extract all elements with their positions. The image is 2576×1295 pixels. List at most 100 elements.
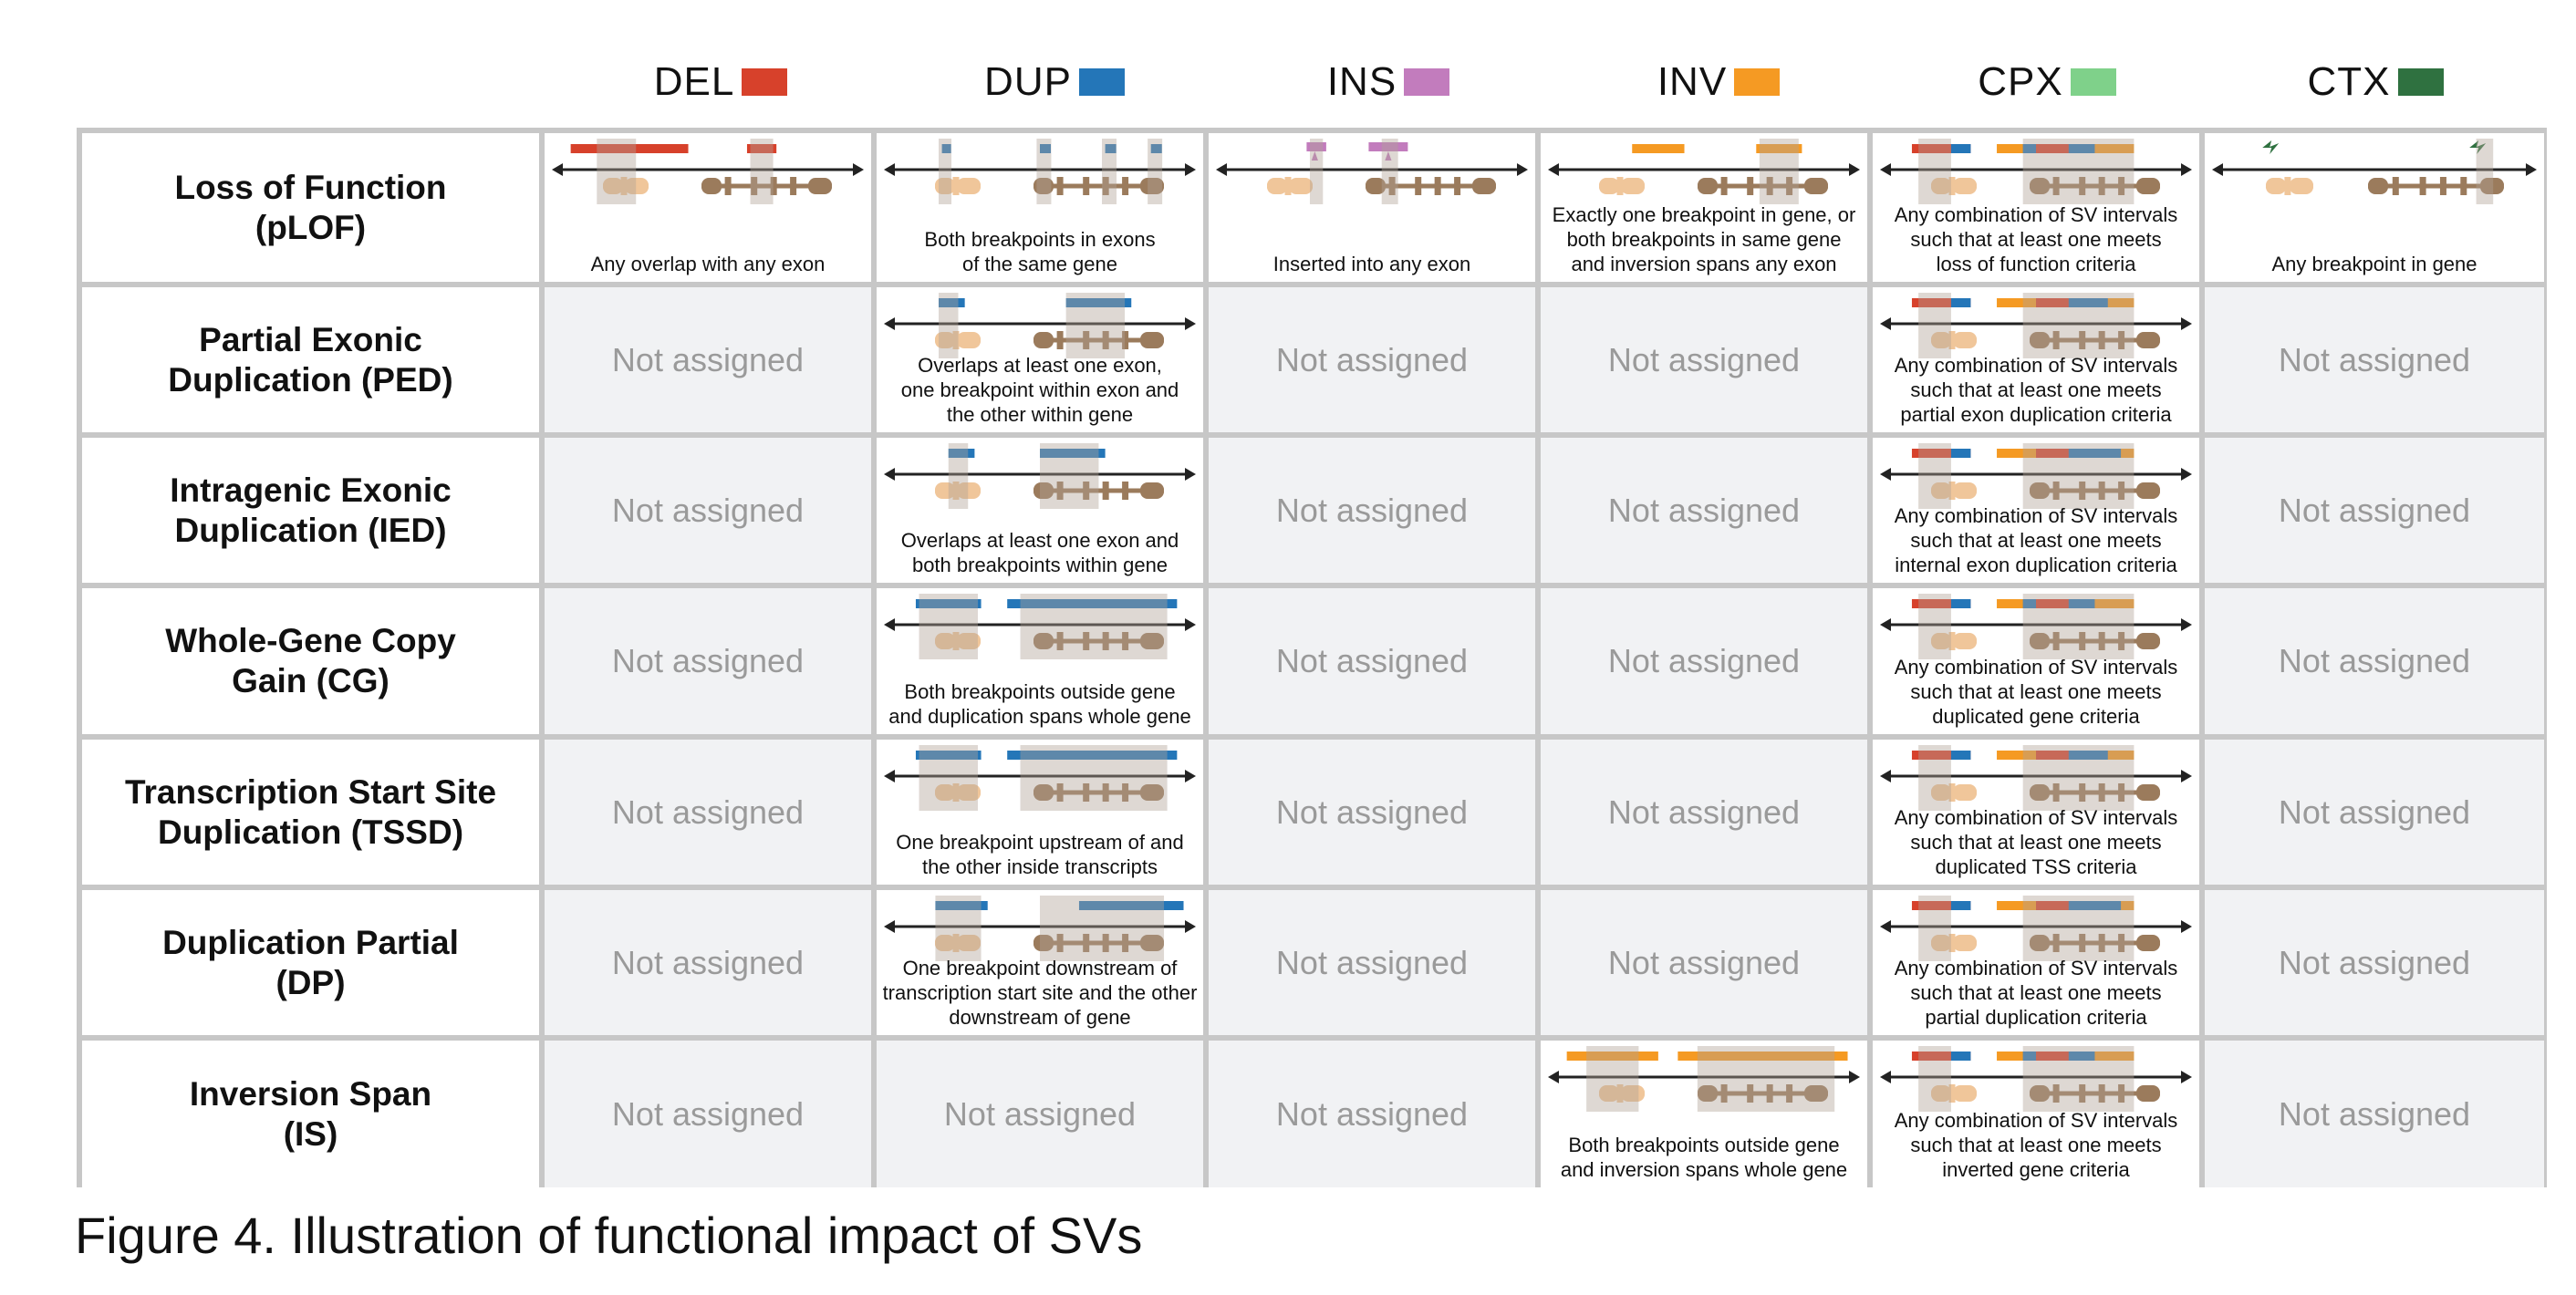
sv-interval <box>948 449 975 458</box>
criteria-caption-line: Both breakpoints outside gene <box>904 680 1176 703</box>
axis-arrow-left <box>1880 1071 1891 1083</box>
not-assigned-label: Not assigned <box>2278 1094 2471 1133</box>
large-gene-utr <box>2480 178 2504 194</box>
translocation-marker <box>2469 140 2487 154</box>
large-gene-exon <box>1720 177 1728 195</box>
large-gene-exon <box>790 177 797 195</box>
not-assigned-label: Not assigned <box>611 491 805 529</box>
translocation-marker <box>2262 140 2280 154</box>
small-gene-exon <box>952 177 960 195</box>
sv-diagram-cell-cpx: Any combination of SV intervals such that… <box>1873 588 2199 734</box>
small-gene-utr <box>957 482 981 499</box>
sv-schematic <box>1880 745 2192 811</box>
not-assigned-label: Not assigned <box>611 642 805 679</box>
criteria-caption-line: Both breakpoints outside gene <box>1568 1134 1840 1156</box>
row-label-line: Whole-Gene Copy <box>165 622 456 659</box>
sv-interval <box>2036 298 2108 307</box>
breakpoint-shade <box>1102 139 1117 204</box>
large-gene-utr <box>2136 935 2160 951</box>
large-gene-exon <box>1056 934 1064 952</box>
row-label-line: Duplication (TSSD) <box>157 813 464 851</box>
large-gene-utr <box>2030 935 2050 951</box>
sv-diagram-cell-dup: Both breakpoints outside gene and duplica… <box>877 588 1203 734</box>
large-gene-exon <box>1102 632 1109 650</box>
sv-schematic <box>884 896 1196 961</box>
sv-schematic <box>884 293 1196 358</box>
sv-interval <box>1566 1052 1658 1061</box>
not-assigned-cell: Not assigned <box>2205 740 2544 885</box>
row-label: Partial Exonic Duplication (PED) <box>82 287 539 432</box>
row-label-line: Duplication (PED) <box>168 360 453 399</box>
small-gene-exon <box>620 177 628 195</box>
small-gene-utr <box>1953 935 1977 951</box>
small-gene-utr <box>935 178 955 194</box>
legend-label: INS <box>1326 59 1397 104</box>
small-gene-exon <box>1948 1084 1956 1103</box>
breakpoint-shade <box>2476 139 2494 204</box>
sv-schematic <box>1880 293 2192 358</box>
row-label-line: Intragenic Exonic <box>170 471 452 509</box>
row-label-line: Duplication Partial <box>162 923 459 961</box>
large-gene-exon <box>2079 632 2086 650</box>
criteria-caption-line: One breakpoint downstream of <box>902 957 1178 979</box>
large-gene-exon <box>1083 632 1090 650</box>
axis-arrow-left <box>1880 163 1891 176</box>
sv-interval <box>1950 449 1971 458</box>
sv-interval <box>1950 751 1971 760</box>
large-gene-utr <box>2136 332 2160 348</box>
small-gene-utr <box>603 178 623 194</box>
large-gene-exon <box>1102 783 1109 802</box>
large-gene-utr <box>2030 1085 2050 1102</box>
large-gene-utr <box>1034 633 1054 649</box>
legend-item-del: DEL <box>611 55 830 109</box>
small-gene-utr <box>1621 1085 1645 1102</box>
not-assigned-label: Not assigned <box>1607 793 1801 831</box>
breakpoint-shade <box>1040 443 1099 509</box>
sv-interval <box>1105 144 1117 153</box>
legend-item-dup: DUP <box>945 55 1164 109</box>
large-gene-utr <box>1140 332 1164 348</box>
legend-label: DEL <box>653 59 735 104</box>
large-gene-exon <box>2079 1084 2086 1103</box>
small-gene-utr <box>1599 1085 1619 1102</box>
criteria-caption-line: downstream of gene <box>949 1006 1131 1029</box>
axis-arrow-left <box>884 468 895 481</box>
sv-schematic <box>1216 139 1528 204</box>
small-gene-utr <box>935 332 955 348</box>
legend-label: INV <box>1657 59 1728 104</box>
not-assigned-label: Not assigned <box>2278 943 2471 981</box>
large-gene-exon <box>2439 177 2446 195</box>
criteria-caption-line: Inserted into any exon <box>1272 253 1471 275</box>
axis-arrow-right <box>1517 163 1528 176</box>
not-assigned-label: Not assigned <box>1607 340 1801 378</box>
criteria-caption-line: Any combination of SV intervals <box>1894 656 2178 679</box>
large-gene-utr <box>2368 178 2388 194</box>
not-assigned-cell: Not assigned <box>545 740 871 885</box>
figure-caption: Figure 4. Illustration of functional imp… <box>75 1207 1143 1264</box>
criteria-caption: Both breakpoints outside gene and inversi… <box>1541 1133 1867 1182</box>
large-gene-utr <box>1034 482 1054 499</box>
large-gene-exon <box>2079 177 2086 195</box>
axis-arrow-right <box>2181 468 2192 481</box>
criteria-caption-line: Any combination of SV intervals <box>1894 504 2178 527</box>
large-gene-utr <box>701 178 722 194</box>
criteria-caption-line: Any overlap with any exon <box>590 253 826 275</box>
large-gene-exon <box>724 177 732 195</box>
axis-arrow-left <box>552 163 563 176</box>
small-gene-utr <box>957 784 981 801</box>
sv-interval <box>2036 901 2069 910</box>
axis-arrow-left <box>1880 618 1891 631</box>
large-gene-exon <box>2460 177 2467 195</box>
large-gene-utr <box>1804 1085 1828 1102</box>
small-gene-utr <box>1953 482 1977 499</box>
sv-diagram-cell-dup: Overlaps at least one exon and both break… <box>877 438 1203 583</box>
large-gene-exon <box>2098 783 2105 802</box>
criteria-caption-line: Both breakpoints in exons <box>924 228 1156 251</box>
not-assigned-label: Not assigned <box>1275 793 1469 831</box>
sv-schematic <box>884 594 1196 659</box>
sv-interval <box>1007 599 1178 608</box>
criteria-caption: Any combination of SV intervals such that… <box>1873 503 2199 577</box>
sv-schematic <box>1548 1046 1860 1112</box>
criteria-caption-line: the other inside transcripts <box>921 855 1158 878</box>
breakpoint-shade <box>2022 896 2135 961</box>
